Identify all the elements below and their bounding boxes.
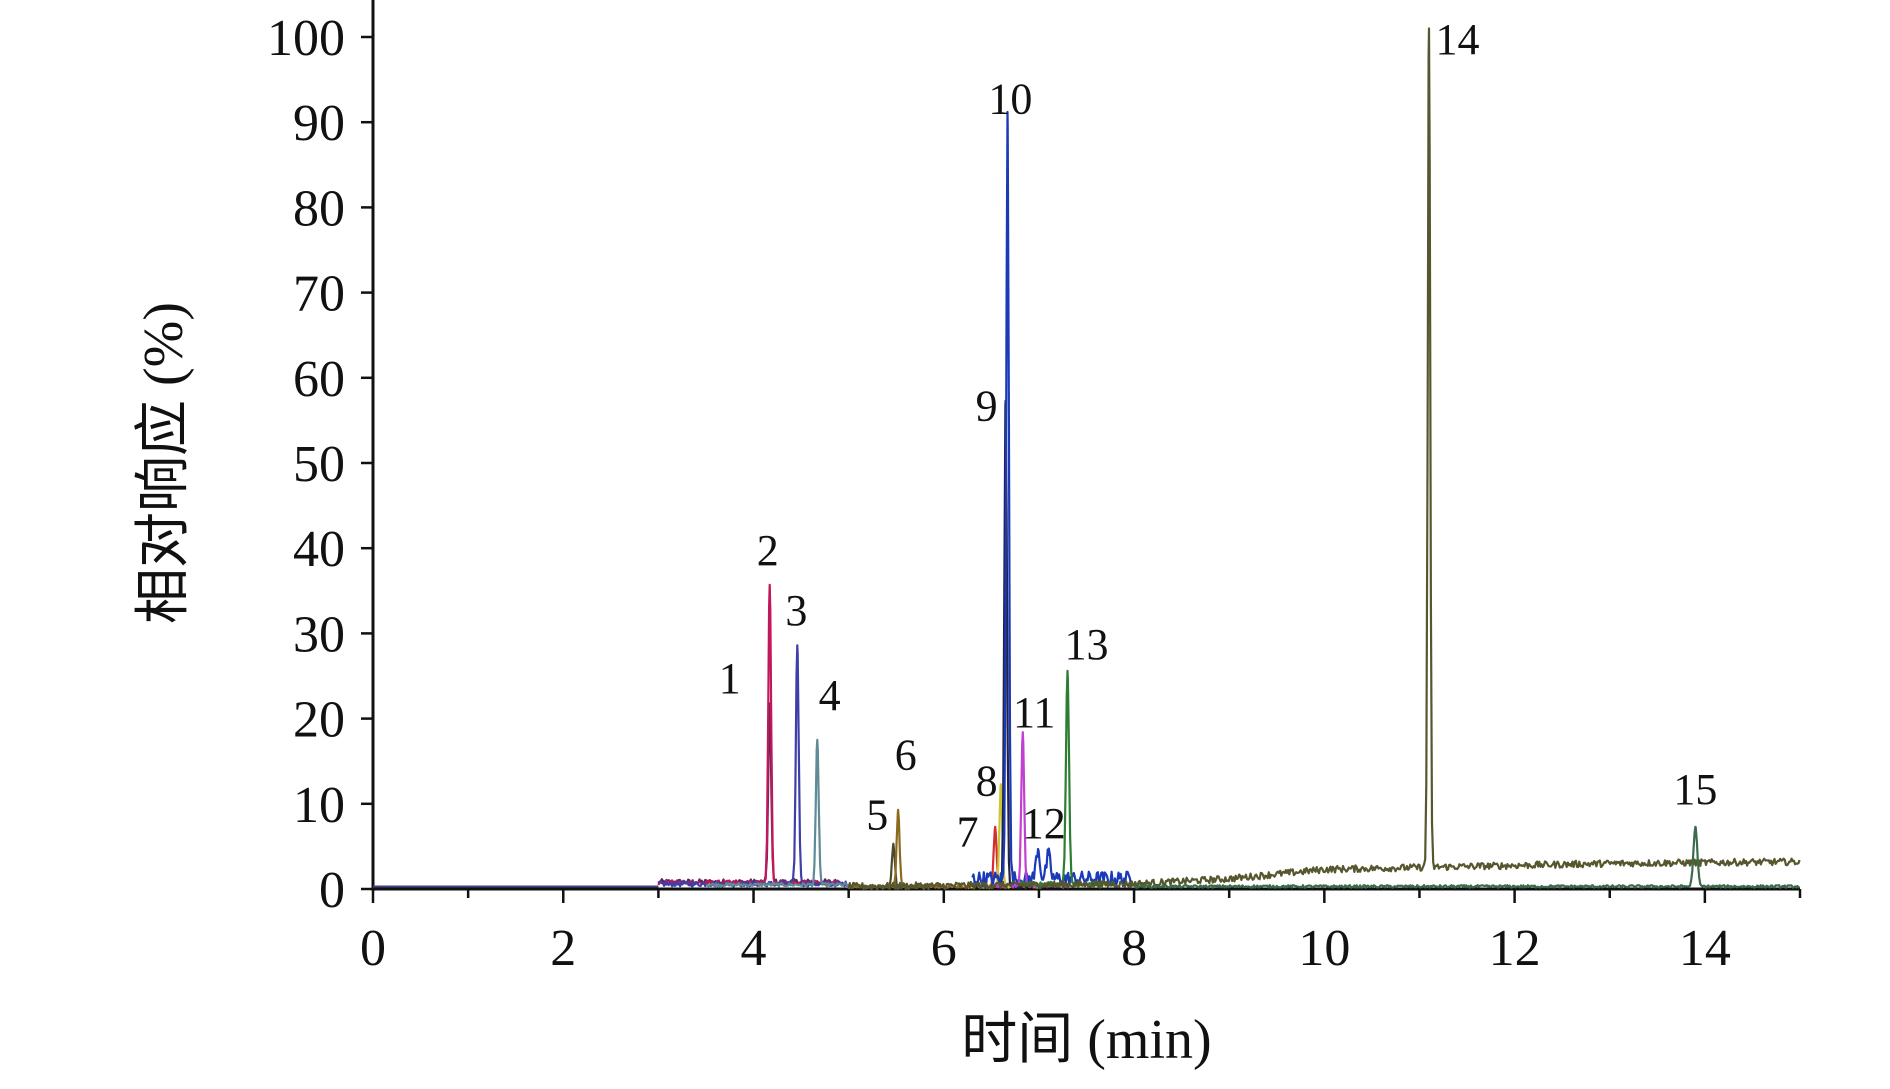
- peak-label: 3: [785, 586, 807, 635]
- y-axis-title: 相对响应 (%): [133, 302, 195, 624]
- x-tick-label: 14: [1679, 920, 1731, 977]
- x-tick-label: 10: [1298, 920, 1350, 977]
- peak-label: 6: [895, 731, 917, 780]
- peak-label: 7: [957, 807, 979, 856]
- peak-label: 8: [976, 756, 998, 805]
- y-tick-label: 50: [293, 436, 345, 493]
- peak-label: 1: [719, 654, 741, 703]
- x-tick-label: 0: [360, 920, 386, 977]
- y-tick-label: 90: [293, 95, 345, 152]
- x-tick-label: 4: [741, 920, 767, 977]
- peak-label: 13: [1065, 620, 1109, 669]
- y-tick-label: 80: [293, 180, 345, 237]
- series-line: [847, 27, 1801, 891]
- y-tick-label: 30: [293, 606, 345, 663]
- series-line: [1133, 825, 1801, 889]
- y-tick-label: 10: [293, 777, 345, 834]
- peak-label: 2: [757, 526, 779, 575]
- peak-label: 15: [1673, 765, 1717, 814]
- y-tick-label: 0: [319, 862, 345, 919]
- x-tick-label: 2: [550, 920, 576, 977]
- x-tick-label: 8: [1121, 920, 1147, 977]
- peak-label: 12: [1022, 799, 1066, 848]
- series-line: [705, 738, 849, 888]
- x-ticks: 0 2 4 6 8 10 12 14: [360, 889, 1802, 977]
- peak-label: 9: [976, 381, 998, 430]
- x-tick-label: 6: [931, 920, 957, 977]
- peak-label: 14: [1436, 15, 1480, 64]
- x-axis-title: 时间 (min): [961, 1009, 1211, 1071]
- y-tick-label: 20: [293, 692, 345, 749]
- axes: [371, 0, 1800, 891]
- series-line: [657, 583, 840, 887]
- peak-label: 11: [1013, 688, 1055, 737]
- series-line: [1018, 669, 1116, 888]
- y-tick-label: 100: [267, 10, 345, 67]
- peak-label: 4: [819, 671, 841, 720]
- peak-label: 5: [866, 790, 888, 839]
- y-tick-label: 70: [293, 266, 345, 323]
- y-tick-label: 40: [293, 521, 345, 578]
- peak-label: 10: [988, 75, 1032, 124]
- x-tick-label: 12: [1489, 920, 1541, 977]
- y-ticks: 0 10 20 30 40 50 60 70 80 90 100: [267, 10, 373, 919]
- series-layer: [373, 27, 1801, 891]
- y-tick-label: 60: [293, 351, 345, 408]
